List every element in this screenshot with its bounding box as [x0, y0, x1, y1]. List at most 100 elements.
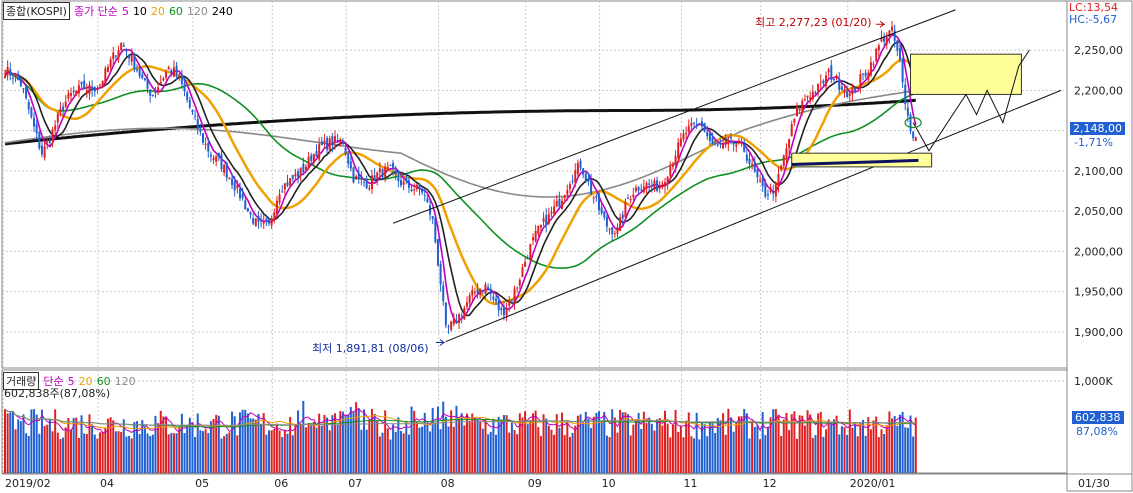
candle-body [220, 154, 223, 170]
candle-body [898, 48, 901, 60]
volume-bar [378, 436, 381, 473]
candle-body [289, 178, 292, 186]
volume-bar [162, 416, 165, 473]
candle-body [207, 143, 210, 152]
candle-body [748, 158, 751, 164]
candle-body [99, 84, 102, 86]
candle-body [756, 169, 759, 177]
candle-body [136, 69, 138, 71]
volume-bar [798, 415, 801, 473]
candle-body [774, 182, 777, 197]
volume-bar [357, 408, 360, 473]
candle-body [737, 140, 740, 144]
candle-body [513, 288, 516, 304]
volume-bar [481, 428, 484, 473]
volume-bar [748, 438, 751, 473]
candle-body [442, 285, 445, 302]
candle-body [151, 94, 154, 97]
candle-body [608, 228, 611, 230]
volume-bar [590, 428, 593, 473]
volume-bar [365, 429, 368, 473]
volume-bar [558, 427, 561, 473]
volume-bar [642, 411, 645, 473]
instrument-label[interactable]: 종합(KOSPI) [3, 2, 70, 20]
high-arrow [876, 20, 886, 28]
candle-body [904, 84, 907, 105]
volume-ma-line-5 [4, 408, 916, 434]
volume-bar [270, 430, 273, 473]
volume-bar [835, 415, 838, 473]
x-tick-label: 01/30 [1078, 477, 1110, 490]
low-annotation: 최저 1,891,81 (08/06) [312, 342, 429, 355]
volume-bar [452, 426, 455, 473]
candle-body [194, 115, 197, 117]
volume-bar [223, 436, 226, 473]
volume-bar [93, 434, 96, 473]
volume-bar [479, 420, 482, 473]
candle-body [822, 80, 825, 84]
candle-body [592, 197, 595, 199]
volume-bar [257, 413, 260, 473]
candle-body [447, 326, 450, 328]
candle-body [508, 301, 511, 306]
candle-body [690, 122, 693, 126]
volume-bar [534, 410, 537, 473]
candle-body [339, 139, 342, 143]
volume-bar [685, 420, 688, 473]
volume-bar [204, 429, 207, 473]
candle-body [759, 179, 762, 181]
candle-body [685, 132, 688, 135]
volume-bar [526, 424, 529, 473]
volume-bar [682, 437, 685, 473]
candle-body [505, 308, 508, 316]
volume-bar [666, 423, 669, 473]
volume-bar [859, 423, 862, 473]
volume-title[interactable]: 거래량 [3, 372, 40, 390]
volume-bar [426, 423, 429, 473]
volume-bar [719, 420, 722, 473]
candle-body [265, 218, 268, 222]
volume-bar [505, 415, 508, 473]
volume-bar [260, 424, 263, 473]
x-tick-label: 12 [763, 477, 777, 490]
candle-body [788, 138, 791, 149]
volume-bar [909, 415, 912, 473]
candle-body [619, 217, 622, 232]
volume-bar [819, 411, 822, 473]
candle-body [782, 155, 785, 166]
candle-body [434, 217, 437, 243]
price-tick-label: 2,250,00 [1074, 44, 1123, 57]
candle-body [521, 267, 524, 277]
candle-body [318, 144, 321, 160]
volume-bar [904, 427, 907, 473]
volume-bar [4, 409, 6, 473]
volume-bar [117, 431, 120, 473]
candle-body [790, 124, 793, 137]
candle-body [600, 207, 603, 214]
volume-bar [568, 437, 571, 473]
volume-bar [268, 430, 270, 473]
candle-body [468, 295, 471, 304]
volume-bar [817, 413, 820, 473]
volume-bar [410, 406, 413, 473]
candle-body [629, 199, 632, 201]
candle-body [143, 77, 146, 80]
candle-body [215, 155, 218, 162]
volume-bar [444, 416, 447, 473]
candle-body [772, 191, 775, 194]
volume-bar [376, 420, 379, 473]
volume-bar [785, 413, 788, 473]
candle-body [912, 131, 915, 139]
candle-body [360, 175, 363, 180]
volume-bar [532, 413, 534, 473]
candle-body [555, 200, 558, 207]
volume-bar [656, 419, 659, 473]
x-tick-label: 2020/01 [850, 477, 896, 490]
volume-bar [864, 435, 867, 473]
candle-body [352, 167, 355, 183]
volume-bar [664, 410, 666, 473]
candle-body [785, 148, 788, 158]
candle-body [165, 71, 168, 78]
volume-bar [690, 436, 693, 473]
